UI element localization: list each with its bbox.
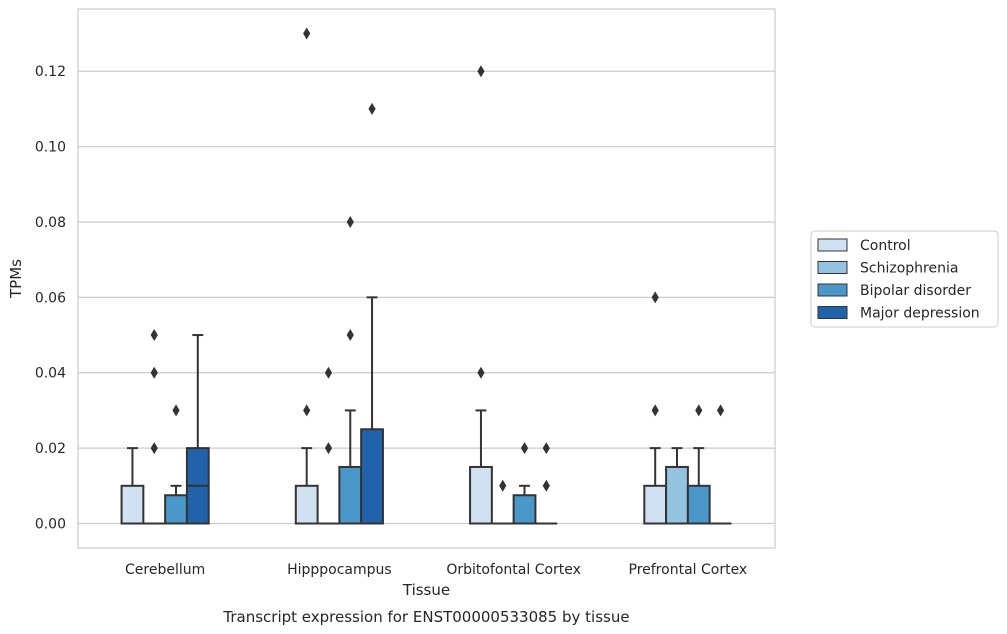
outlier-point bbox=[303, 27, 311, 40]
outlier-point bbox=[651, 291, 659, 304]
y-tick-label: 0.00 bbox=[35, 517, 66, 533]
legend-swatch bbox=[817, 306, 848, 319]
box-group bbox=[143, 329, 166, 525]
outlier-point bbox=[542, 442, 550, 455]
legend-frame bbox=[810, 230, 999, 328]
legend-label: Schizophrenia bbox=[860, 261, 958, 277]
outlier-point bbox=[368, 102, 376, 115]
chart-caption: Transcript expression for ENST0000053308… bbox=[222, 608, 629, 626]
box-group bbox=[535, 442, 558, 525]
outlier-point bbox=[716, 404, 725, 417]
outlier-point bbox=[150, 442, 158, 455]
outlier-point bbox=[499, 479, 507, 492]
box-group bbox=[469, 65, 493, 525]
box-group bbox=[709, 404, 732, 525]
box-group bbox=[512, 442, 537, 525]
box-group bbox=[686, 404, 711, 525]
y-tick-label: 0.08 bbox=[35, 215, 66, 231]
legend-label: Control bbox=[860, 238, 911, 254]
grid-lines bbox=[78, 70, 775, 525]
y-tick-label: 0.06 bbox=[35, 290, 66, 306]
x-tick-label: Orbitofontal Cortex bbox=[446, 562, 581, 578]
x-tick-label: Prefrontal Cortex bbox=[629, 562, 748, 578]
y-tick-label: 0.02 bbox=[35, 441, 66, 457]
box bbox=[512, 494, 537, 525]
box bbox=[294, 484, 319, 525]
x-axis-ticks: Cerebellum Hipppocampus Orbitofontal Corte… bbox=[125, 562, 747, 578]
outlier-point bbox=[172, 404, 180, 417]
legend-swatch bbox=[817, 238, 848, 252]
outlier-point bbox=[651, 404, 659, 417]
box-group bbox=[120, 447, 145, 525]
y-tick-label: 0.12 bbox=[35, 64, 66, 80]
box bbox=[643, 484, 668, 525]
box-group bbox=[185, 334, 210, 525]
outlier-point bbox=[346, 329, 354, 342]
y-axis-title: TPMs bbox=[7, 259, 25, 299]
box-group bbox=[164, 404, 188, 525]
outlier-point bbox=[150, 329, 158, 342]
legend: Control Schizophrenia Bipolar disorder Majo… bbox=[810, 230, 999, 328]
box-group bbox=[338, 215, 363, 525]
outlier-point bbox=[324, 442, 333, 455]
box-group bbox=[294, 27, 319, 525]
box bbox=[164, 494, 188, 525]
outlier-point bbox=[520, 442, 529, 455]
box-group bbox=[491, 479, 514, 525]
legend-swatch bbox=[817, 261, 848, 274]
box bbox=[338, 465, 363, 525]
outlier-point bbox=[477, 65, 485, 78]
x-tick-label: Cerebellum bbox=[125, 562, 205, 578]
outlier-point bbox=[303, 404, 311, 417]
box bbox=[469, 465, 493, 525]
legend-swatch bbox=[817, 283, 848, 297]
plot-area-frame bbox=[77, 8, 776, 549]
box-group bbox=[360, 102, 384, 525]
outlier-point bbox=[542, 479, 550, 492]
y-tick-label: 0.10 bbox=[35, 140, 66, 156]
box bbox=[686, 484, 711, 525]
box bbox=[360, 428, 384, 525]
box-group bbox=[317, 366, 340, 525]
outlier-point bbox=[150, 366, 158, 379]
legend-label: Bipolar disorder bbox=[860, 283, 971, 299]
legend-label: Major depression bbox=[860, 306, 980, 322]
x-axis-title: Tissue bbox=[402, 581, 450, 599]
outlier-point bbox=[324, 366, 333, 379]
outlier-point bbox=[346, 215, 354, 228]
box bbox=[665, 465, 689, 525]
y-axis-ticks: 0.00 0.02 0.04 0.06 0.08 0.10 0.12 bbox=[35, 64, 66, 532]
outlier-point bbox=[695, 404, 703, 417]
x-tick-label: Hipppocampus bbox=[287, 562, 392, 578]
outlier-point bbox=[477, 366, 485, 379]
box-marks bbox=[120, 27, 732, 525]
y-tick-label: 0.04 bbox=[35, 366, 66, 382]
box-group bbox=[643, 291, 668, 525]
box bbox=[120, 484, 145, 525]
box-group bbox=[665, 447, 689, 525]
